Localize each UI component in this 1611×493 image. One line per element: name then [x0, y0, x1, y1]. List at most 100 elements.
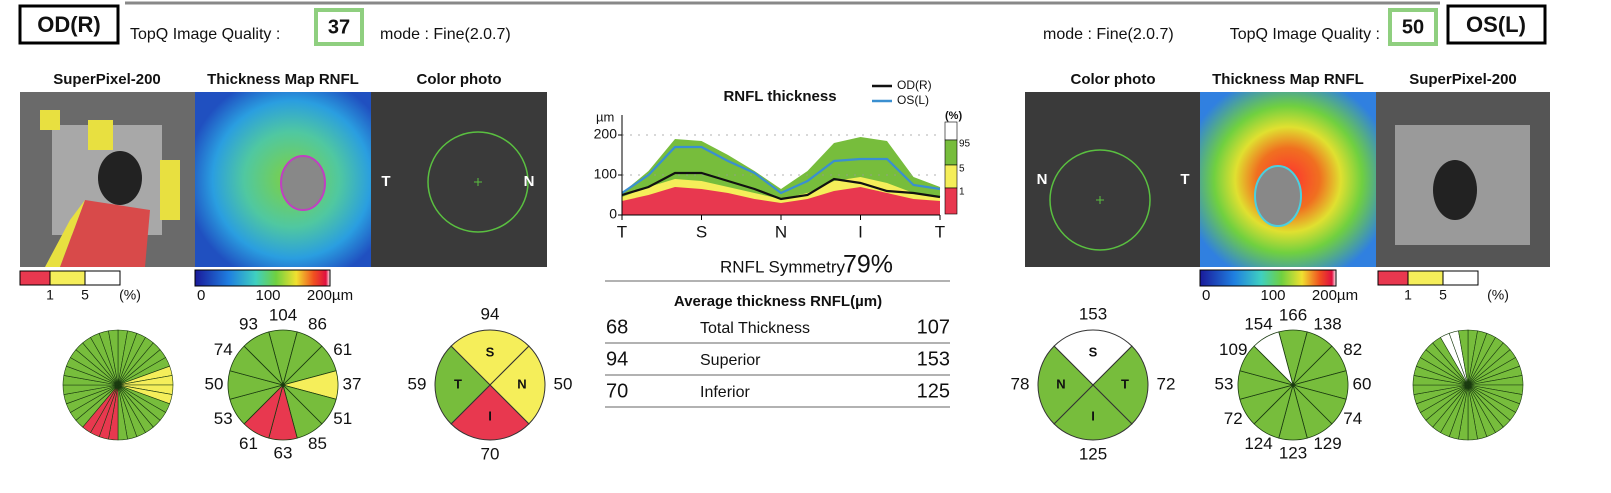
panel-title: Color photo	[1071, 71, 1156, 88]
percentile-box	[1407, 270, 1444, 286]
thickness-map	[195, 92, 371, 267]
x-tick-label: T	[935, 222, 945, 241]
clock-value: 86	[308, 315, 327, 334]
clock-value: 61	[333, 340, 352, 359]
photo-label: N	[1037, 171, 1048, 188]
percentile-label: 95	[959, 139, 971, 150]
clock-value: 123	[1279, 443, 1307, 462]
x-tick-label: S	[696, 222, 707, 241]
quadrant-letter: S	[486, 344, 495, 359]
od-value: 68	[606, 316, 628, 338]
clock-sector	[1253, 331, 1294, 387]
quadrant-sector	[1037, 345, 1094, 425]
clock-value: 166	[1279, 305, 1307, 324]
superpixel-sector	[108, 329, 119, 386]
legend-tick: 1	[1404, 287, 1412, 303]
clock-value: 53	[214, 409, 233, 428]
quality-value: 50	[1402, 16, 1424, 38]
symmetry-label: RNFL Symmetry	[720, 257, 845, 276]
os-value: 125	[917, 380, 950, 402]
clock-value: 109	[1219, 340, 1247, 359]
clock-value: 104	[269, 305, 297, 324]
quadrant-value: 70	[481, 444, 500, 463]
panel-title: Thickness Map RNFL	[1212, 71, 1364, 88]
quadrant-value: 78	[1011, 374, 1030, 393]
quadrant-sector	[1053, 384, 1133, 441]
clock-value: 50	[205, 374, 224, 393]
quality-label: TopQ Image Quality :	[130, 26, 280, 43]
legend-tick: 1	[46, 287, 54, 303]
y-tick-label: 100	[594, 166, 618, 182]
colorbar	[194, 269, 331, 287]
photo-label: T	[1180, 171, 1189, 188]
clock-value: 53	[1215, 374, 1234, 393]
row-label: Total Thickness	[700, 320, 810, 337]
quality-box	[1388, 8, 1438, 46]
percentile-box	[49, 270, 86, 286]
clock-value: 74	[1343, 409, 1362, 428]
quality-box	[314, 8, 364, 46]
quadrant-sector	[450, 329, 530, 386]
color-photo	[371, 92, 547, 267]
eye-box	[18, 4, 120, 45]
percentile-box	[84, 270, 121, 286]
quality-label: TopQ Image Quality :	[1230, 26, 1380, 43]
eye-label: OD(R)	[37, 12, 101, 37]
quadrant-sector	[1092, 345, 1149, 425]
clock-value: 154	[1244, 315, 1272, 334]
quadrant-value: 59	[408, 374, 427, 393]
quadrant-value: 50	[554, 374, 573, 393]
clock-value: 138	[1313, 315, 1341, 334]
photo-label: N	[524, 173, 535, 190]
row-label: Superior	[700, 352, 761, 369]
superpixel-sector	[1458, 329, 1469, 386]
clock-value: 129	[1313, 434, 1341, 453]
panel-title: Color photo	[417, 71, 502, 88]
legend-tick: 5	[81, 287, 89, 303]
eye-label: OS(L)	[1466, 12, 1526, 37]
normative-area	[622, 187, 940, 215]
y-axis-label: µm	[596, 109, 614, 124]
percentile-title: (%)	[945, 110, 962, 122]
panel-title: SuperPixel-200	[1409, 71, 1517, 88]
quadrant-sector	[434, 345, 491, 425]
clock-value: 61	[239, 434, 258, 453]
clock-value: 85	[308, 434, 327, 453]
clock-sector	[243, 331, 284, 387]
quadrant-value: 125	[1079, 444, 1107, 463]
percentile-label: 5	[959, 164, 965, 175]
quadrant-value: 153	[1079, 304, 1107, 323]
x-tick-label: N	[775, 222, 787, 241]
percentile-box	[944, 164, 958, 189]
superpixel-image	[20, 92, 195, 267]
symmetry-value: 79%	[843, 251, 893, 279]
row-label: Inferior	[700, 384, 750, 401]
colorbar-label: 100	[255, 287, 280, 304]
x-tick-label: I	[858, 222, 863, 241]
quadrant-value: 72	[1157, 374, 1176, 393]
colorbar-label: 0	[1202, 287, 1210, 304]
clock-value: 60	[1353, 374, 1372, 393]
clock-value: 93	[239, 315, 258, 334]
colorbar	[1199, 269, 1337, 287]
quadrant-letter: I	[488, 408, 492, 423]
quadrant-letter: N	[1056, 376, 1065, 391]
colorbar-label: 100	[1260, 287, 1285, 304]
legend-label: OD(R)	[897, 78, 932, 92]
quadrant-sector	[489, 345, 546, 425]
clock-value: 37	[343, 374, 362, 393]
y-tick-label: 200	[594, 126, 618, 142]
quadrant-letter: I	[1091, 408, 1095, 423]
legend-unit: (%)	[119, 287, 141, 303]
photo-label: T	[381, 173, 390, 190]
y-tick-label: 0	[609, 206, 617, 222]
clock-value: 124	[1244, 434, 1272, 453]
percentile-box	[19, 270, 51, 286]
clock-value: 51	[333, 409, 352, 428]
quadrant-letter: T	[454, 376, 462, 391]
percentile-box	[944, 187, 958, 215]
colorbar-label: 0	[197, 287, 205, 304]
quadrant-letter: S	[1089, 344, 1098, 359]
quadrant-value: 94	[481, 304, 500, 323]
